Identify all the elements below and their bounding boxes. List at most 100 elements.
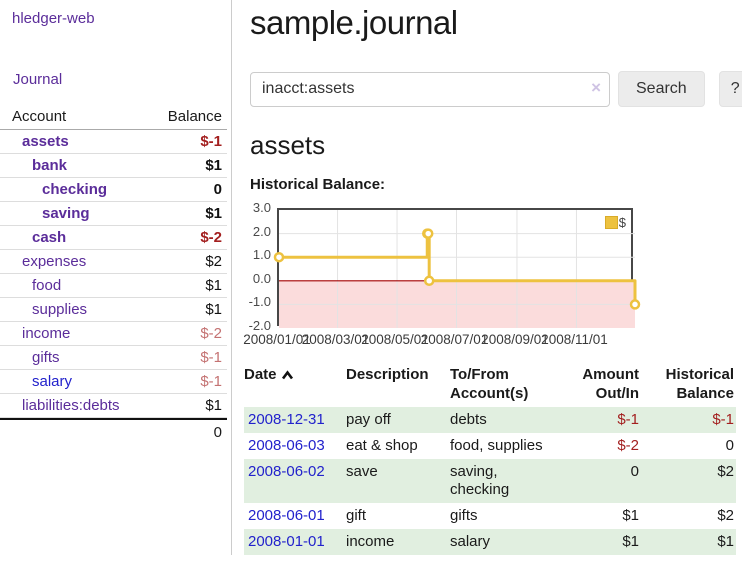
account-balance: $1 [205, 397, 222, 414]
sidebar-account-link[interactable]: cash [32, 229, 67, 246]
account-row: cash $-2 [0, 226, 227, 250]
clear-search-icon[interactable]: × [591, 77, 601, 97]
account-row: checking 0 [0, 178, 227, 202]
account-balance: $1 [205, 157, 222, 174]
register-account-cell: gifts [450, 507, 478, 524]
chart-title: Historical Balance: [250, 176, 386, 193]
transaction-date-link[interactable]: 2008-01-01 [248, 533, 325, 550]
main-content: sample.journal × Search ? assets Histori… [232, 0, 742, 555]
register-row: 2008-06-01 gift gifts $1 $2 [244, 503, 736, 529]
account-balance: $1 [205, 277, 222, 294]
transaction-date-link[interactable]: 2008-06-01 [248, 507, 325, 524]
account-row: saving $1 [0, 202, 227, 226]
x-axis-tick-label: 2008/03/01 [301, 332, 370, 347]
register-date-cell: 2008-06-01 [244, 503, 346, 529]
data-point-marker [422, 228, 434, 239]
account-row: income $-2 [0, 322, 227, 346]
historical-balance-chart[interactable]: $3.0 2.0 1.0 0.0 -1.0 -2.0 2008/01/01 2008/03/0… [243, 200, 742, 351]
account-balance: $-2 [200, 229, 222, 246]
col-description[interactable]: Description [346, 366, 429, 383]
search-button[interactable]: Search [618, 71, 705, 107]
account-row: salary $-1 [0, 370, 227, 394]
y-axis-tick-label: 0.0 [252, 270, 271, 286]
accounts-rows: assets $-1 bank $1 checking 0 saving $1 cash $-2 e… [0, 130, 227, 418]
sidebar-account-link[interactable]: bank [32, 157, 68, 174]
legend-swatch [604, 216, 618, 229]
sidebar-account-link[interactable]: saving [42, 205, 90, 222]
register-amount-cell: $-2 [617, 437, 639, 454]
sidebar-account-link[interactable]: assets [22, 133, 69, 150]
page: hledger-web Journal Account Balance asse… [0, 0, 742, 555]
register-balance-cell: $1 [717, 533, 734, 550]
sidebar-account-link[interactable]: income [22, 325, 71, 342]
x-axis-tick-label: 2008/05/01 [361, 332, 429, 347]
x-axis-tick-label: 2008/07/01 [420, 332, 489, 347]
x-axis-tick-label: 2008/01/01 [243, 332, 311, 347]
chart-plot-area[interactable]: $ [273, 208, 641, 328]
sort-ascending-icon [281, 367, 294, 384]
register-amount-cell: 0 [630, 463, 639, 480]
register-description-cell: save [346, 463, 378, 480]
transaction-date-link[interactable]: 2008-06-02 [248, 463, 325, 480]
legend-label: $ [618, 215, 626, 230]
sidebar-account-link[interactable]: checking [42, 181, 108, 198]
account-balance: $2 [205, 253, 222, 270]
sidebar-account-link[interactable]: supplies [32, 301, 88, 318]
col-balance[interactable]: Historical Balance [665, 366, 734, 402]
register-description-cell: gift [346, 507, 367, 524]
account-balance: $1 [205, 301, 222, 318]
register-balance-cell: $-1 [712, 411, 734, 428]
data-point-marker [273, 251, 285, 263]
account-row: liabilities:debts $1 [0, 394, 227, 418]
register-row: 2008-12-31 pay off debts $-1 $-1 [244, 407, 736, 433]
sidebar-account-link[interactable]: expenses [22, 253, 87, 270]
search-input[interactable] [250, 71, 610, 107]
col-amount[interactable]: Amount Out/In [582, 366, 639, 402]
y-axis-tick-label: 2.0 [252, 223, 271, 239]
x-axis-tick-label: 2008/09/01 [481, 332, 549, 347]
sidebar-account-link[interactable]: food [32, 277, 62, 294]
register-account-cell: food, supplies [450, 437, 543, 454]
nav-journal-link[interactable]: Journal [13, 71, 63, 88]
x-axis-tick-label: 2008/11/01 [541, 332, 608, 347]
transaction-date-link[interactable]: 2008-12-31 [248, 411, 325, 428]
register-date-cell: 2008-01-01 [244, 529, 346, 555]
col-date-label: Date [244, 366, 277, 383]
register-date-cell: 2008-06-02 [244, 459, 346, 503]
data-point-marker [423, 275, 435, 287]
register-table: Date Description To/From Account(s) Amou… [244, 363, 736, 555]
register-description-cell: pay off [346, 411, 391, 428]
register-account-cell: saving, checking [450, 463, 510, 498]
account-row: gifts $-1 [0, 346, 227, 370]
account-balance: 0 [213, 181, 222, 198]
register-row: 2008-06-02 save saving, checking 0 $2 [244, 459, 736, 503]
account-balance: $-1 [200, 349, 222, 366]
data-point-marker [629, 299, 641, 310]
account-row: expenses $2 [0, 250, 227, 274]
register-balance-cell: 0 [725, 437, 734, 454]
register-description-cell: income [346, 533, 395, 550]
col-account[interactable]: To/From Account(s) [450, 366, 529, 402]
help-button[interactable]: ? [718, 71, 742, 107]
search-bar: × Search ? [250, 71, 742, 107]
app-title-link[interactable]: hledger-web [12, 10, 95, 27]
account-row: assets $-1 [0, 130, 227, 154]
y-axis-tick-label: -2.0 [248, 318, 271, 333]
account-row: supplies $1 [0, 298, 227, 322]
sidebar-account-link[interactable]: gifts [32, 349, 60, 366]
y-axis-tick-label: 1.0 [252, 247, 271, 263]
account-row: food $1 [0, 274, 227, 298]
account-row: bank $1 [0, 154, 227, 178]
y-axis-tick-label: -1.0 [248, 294, 271, 310]
account-balance: $1 [205, 205, 222, 222]
register-account-cell: salary [450, 533, 491, 550]
account-title: assets [250, 130, 326, 160]
sidebar-account-link[interactable]: liabilities:debts [22, 397, 120, 414]
sidebar-account-link[interactable]: salary [32, 373, 73, 390]
register-row: 2008-01-01 income salary $1 $1 [244, 529, 736, 555]
accounts-table-header: Account Balance [0, 104, 227, 130]
transaction-date-link[interactable]: 2008-06-03 [248, 437, 325, 454]
account-balance: $-1 [200, 133, 222, 150]
chart-legend: $ [602, 214, 628, 231]
col-date[interactable]: Date [244, 363, 346, 407]
